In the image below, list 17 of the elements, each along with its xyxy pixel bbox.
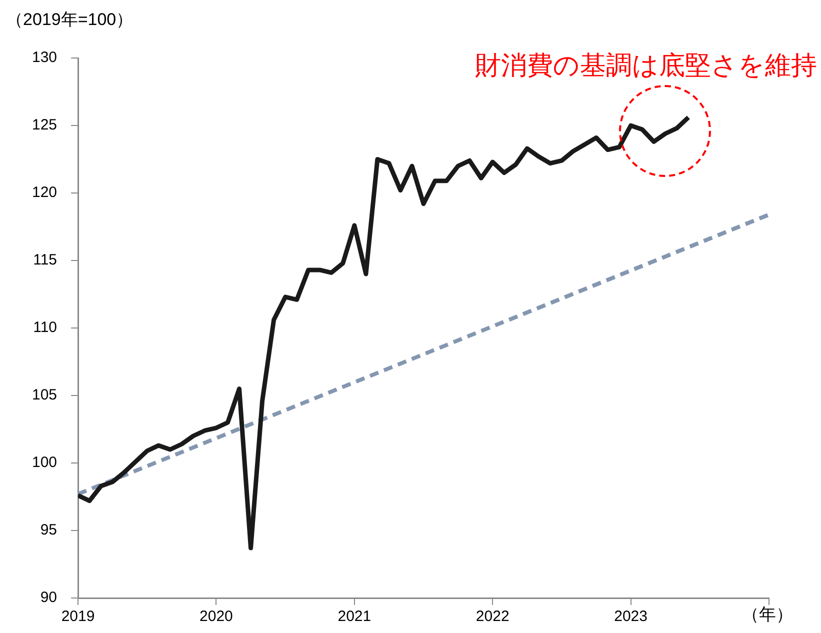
x-tick-label: 2019 — [61, 608, 95, 626]
annotation: 財消費の基調は底堅さを維持 — [475, 49, 817, 82]
y-tick-label: 100 — [32, 454, 58, 472]
x-axis-title: （年） — [742, 604, 793, 626]
y-tick-label: 105 — [32, 386, 58, 404]
y-tick-label: 125 — [32, 116, 58, 134]
y-tick-label: 115 — [33, 252, 58, 269]
x-tick-label: 2022 — [476, 608, 510, 626]
y-tick-label: 90 — [40, 589, 58, 606]
y-tick-label: 120 — [32, 184, 58, 202]
y-tick-label: 95 — [40, 522, 58, 539]
x-tick-label: 2023 — [614, 608, 648, 626]
x-tick-label: 2021 — [338, 608, 372, 626]
y-axis-title: （2019年=100） — [6, 9, 134, 31]
x-tick-label: 2020 — [200, 608, 233, 626]
y-tick-label: 130 — [32, 49, 58, 66]
y-tick-label: 110 — [33, 319, 58, 336]
